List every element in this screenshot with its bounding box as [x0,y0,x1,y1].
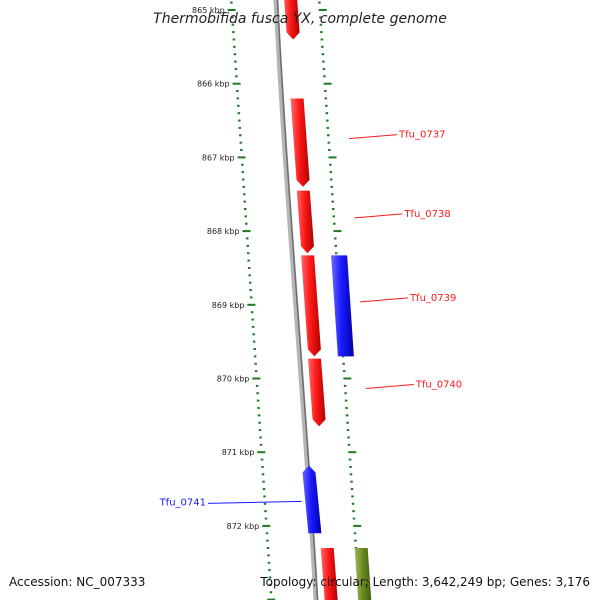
gene-arrow[interactable] [308,358,326,427]
gene-label-leader [348,134,398,140]
gene-arrow[interactable] [301,255,321,357]
gene-arrow[interactable] [283,0,300,40]
gene-arrow[interactable] [296,190,314,254]
scale-label: 869 kbp [212,301,245,310]
gene-arrow[interactable] [290,98,310,187]
scale-label: 867 kbp [202,153,235,162]
gene-label[interactable]: Tfu_0738 [403,209,450,220]
scale-label: 870 kbp [217,375,250,384]
accession-text: Accession: NC_007333 [9,575,145,589]
scale-labels: 865 kbp 866 kbp 867 kbp 868 kbp 869 kbp 870 k… [192,6,259,531]
gene-label[interactable]: Tfu_0740 [415,380,462,391]
scale-label: 865 kbp [192,6,225,15]
gene-label[interactable]: Tfu_0739 [409,293,456,304]
gene-features [283,0,372,600]
gene-arrow[interactable] [320,548,338,600]
gene-label[interactable]: Tfu_0737 [398,130,445,141]
gene-label-leader [359,297,409,303]
scale-ticks-left [227,1,276,600]
scale-label: 871 kbp [222,448,255,457]
gene-arrow[interactable] [354,548,372,600]
gene-arrow[interactable] [331,255,354,357]
gene-label-leader [365,384,414,390]
gene-label-leader [207,500,302,504]
scale-label: 872 kbp [227,522,260,531]
gene-label-leader [354,213,403,219]
scale-label: 868 kbp [207,227,240,236]
gene-labels: Tfu_0737 Tfu_0738 Tfu_0739 Tfu_0740 Tfu_0741 [159,130,463,509]
gene-label[interactable]: Tfu_0741 [159,497,206,508]
scale-label: 866 kbp [197,80,230,89]
gene-arrow[interactable] [302,465,322,534]
genome-summary-text: Topology: circular; Length: 3,642,249 bp… [259,575,590,589]
genome-title: Thermobifida fusca YX, complete genome [153,11,447,27]
